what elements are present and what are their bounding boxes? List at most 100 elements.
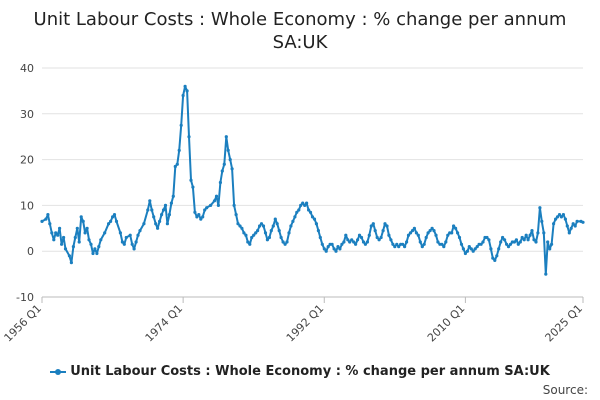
data-point[interactable]	[512, 240, 517, 244]
data-point[interactable]	[111, 215, 115, 219]
data-point[interactable]	[330, 242, 334, 246]
data-point[interactable]	[52, 238, 56, 242]
data-point[interactable]	[273, 217, 277, 221]
data-point[interactable]	[442, 245, 446, 249]
data-point[interactable]	[177, 148, 181, 152]
data-point[interactable]	[534, 240, 538, 244]
data-point[interactable]	[493, 258, 497, 262]
data-point[interactable]	[234, 213, 238, 217]
data-point[interactable]	[142, 222, 146, 226]
data-point[interactable]	[163, 203, 168, 207]
data-point[interactable]	[324, 249, 328, 253]
data-point[interactable]	[340, 242, 344, 246]
data-point[interactable]	[240, 226, 244, 230]
data-point[interactable]	[195, 215, 199, 219]
data-point[interactable]	[518, 240, 522, 244]
data-point[interactable]	[99, 238, 103, 242]
data-point[interactable]	[248, 242, 252, 246]
data-point[interactable]	[312, 217, 317, 221]
data-point[interactable]	[357, 233, 362, 237]
data-point[interactable]	[205, 206, 209, 210]
data-point[interactable]	[397, 245, 401, 249]
data-point[interactable]	[103, 231, 107, 235]
data-point[interactable]	[158, 219, 162, 223]
data-point[interactable]	[58, 226, 62, 230]
data-point[interactable]	[138, 229, 142, 233]
data-point[interactable]	[303, 203, 307, 207]
data-point[interactable]	[46, 213, 50, 217]
data-point[interactable]	[154, 222, 158, 226]
data-point[interactable]	[571, 222, 575, 226]
data-point[interactable]	[491, 256, 495, 260]
data-point[interactable]	[377, 238, 381, 242]
data-point[interactable]	[150, 208, 154, 212]
data-point[interactable]	[430, 226, 434, 230]
data-point[interactable]	[454, 226, 458, 230]
data-point[interactable]	[379, 235, 383, 240]
data-point[interactable]	[161, 208, 166, 212]
data-point[interactable]	[487, 238, 491, 242]
data-point[interactable]	[128, 233, 132, 237]
data-point[interactable]	[156, 226, 160, 230]
data-point[interactable]	[532, 238, 536, 242]
data-point[interactable]	[171, 194, 175, 198]
data-point[interactable]	[365, 240, 369, 244]
data-point[interactable]	[450, 231, 454, 235]
data-point[interactable]	[342, 240, 346, 244]
data-point[interactable]	[503, 238, 507, 242]
data-point[interactable]	[95, 251, 99, 256]
data-point[interactable]	[134, 240, 138, 244]
data-point[interactable]	[308, 210, 313, 214]
data-point[interactable]	[199, 217, 203, 221]
data-point[interactable]	[456, 231, 460, 235]
data-point[interactable]	[552, 222, 556, 226]
data-point[interactable]	[314, 222, 318, 226]
data-point[interactable]	[244, 233, 248, 237]
data-point[interactable]	[193, 210, 197, 214]
data-point[interactable]	[310, 215, 315, 219]
data-point[interactable]	[222, 162, 226, 166]
data-point[interactable]	[167, 213, 171, 217]
data-point[interactable]	[203, 208, 207, 212]
data-point[interactable]	[71, 245, 75, 249]
data-point[interactable]	[89, 242, 93, 246]
data-point[interactable]	[550, 242, 554, 246]
data-point[interactable]	[85, 226, 89, 230]
data-point[interactable]	[297, 208, 301, 212]
data-point[interactable]	[295, 210, 299, 214]
data-point[interactable]	[469, 247, 473, 251]
data-point[interactable]	[506, 245, 511, 249]
legend[interactable]: Unit Labour Costs : Whole Economy : % ch…	[0, 364, 600, 379]
data-point[interactable]	[395, 242, 399, 246]
data-point[interactable]	[50, 231, 54, 235]
data-point[interactable]	[387, 233, 391, 237]
data-point[interactable]	[428, 229, 432, 233]
data-point[interactable]	[67, 254, 71, 258]
data-point[interactable]	[401, 242, 405, 246]
data-point[interactable]	[385, 224, 389, 228]
data-point[interactable]	[446, 233, 450, 237]
data-point[interactable]	[403, 245, 407, 249]
data-point[interactable]	[436, 240, 440, 244]
data-point[interactable]	[236, 222, 240, 226]
data-point[interactable]	[406, 233, 411, 237]
data-point[interactable]	[459, 242, 464, 246]
data-point[interactable]	[87, 238, 91, 242]
data-point[interactable]	[246, 240, 250, 244]
data-point[interactable]	[275, 222, 279, 226]
data-point[interactable]	[414, 231, 418, 235]
data-point[interactable]	[320, 242, 324, 246]
data-point[interactable]	[160, 213, 164, 217]
data-point[interactable]	[285, 240, 289, 244]
data-point[interactable]	[381, 229, 385, 233]
data-point[interactable]	[432, 229, 436, 233]
data-point[interactable]	[434, 233, 438, 237]
data-point[interactable]	[283, 242, 287, 246]
data-point[interactable]	[489, 247, 493, 251]
data-point[interactable]	[48, 222, 52, 226]
data-point[interactable]	[473, 247, 477, 251]
data-point[interactable]	[322, 247, 326, 251]
data-point[interactable]	[461, 247, 465, 251]
data-point[interactable]	[369, 224, 373, 228]
data-point[interactable]	[271, 224, 275, 228]
